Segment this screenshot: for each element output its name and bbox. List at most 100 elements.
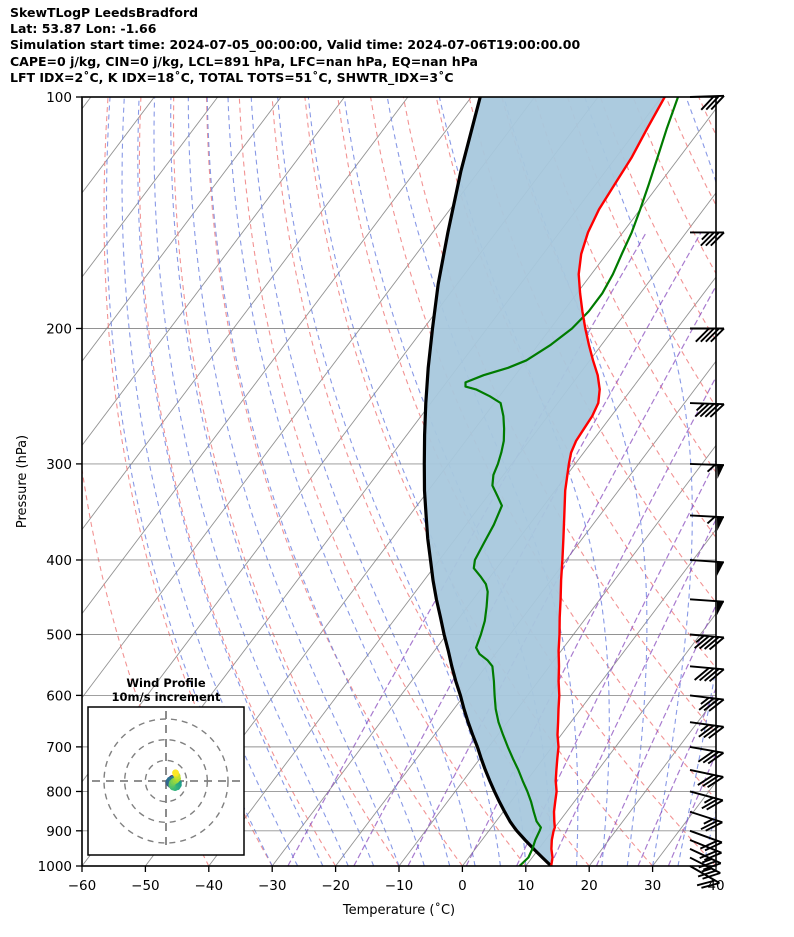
barb-tick xyxy=(700,819,719,831)
x-axis-label: Temperature (˚C) xyxy=(342,902,455,918)
barb-tick xyxy=(697,869,717,878)
temperature-tick-label: −60 xyxy=(68,878,97,894)
moist-adiabat-line xyxy=(503,97,648,866)
temperature-tick-label: −40 xyxy=(195,878,224,894)
dry-adiabat-line xyxy=(337,97,716,866)
wind-profile-inset xyxy=(87,706,245,856)
wind-barb xyxy=(689,721,725,739)
isotherm-line xyxy=(779,97,794,866)
barb-tick xyxy=(709,403,725,418)
wind-barb xyxy=(689,598,724,616)
pressure-tick-label: 600 xyxy=(46,688,72,704)
isotherm-line xyxy=(82,97,282,362)
barb-tick xyxy=(698,724,715,738)
isotherm-line xyxy=(82,97,345,447)
barb-tick xyxy=(703,818,714,825)
barb-pennant xyxy=(716,464,724,479)
isotherm-line xyxy=(82,97,219,278)
dry-adiabat-line xyxy=(732,97,794,866)
moist-adiabat-line xyxy=(121,97,299,866)
pressure-tick-label: 200 xyxy=(46,321,72,337)
barb-tick xyxy=(710,327,725,343)
barb-tick xyxy=(694,667,710,681)
dry-adiabat-line xyxy=(304,97,654,866)
pressure-tick-label: 300 xyxy=(46,457,72,473)
barb-tick xyxy=(700,724,710,732)
dry-adiabat-line xyxy=(238,97,527,866)
dry-adiabat-line xyxy=(764,97,794,866)
moist-adiabat-line xyxy=(170,97,375,866)
mixing-ratio-line xyxy=(595,604,716,866)
barb-pennant xyxy=(716,601,724,616)
wind-profile-inset-title: Wind Profile 10m/s increment xyxy=(74,676,258,704)
isotherm-line xyxy=(82,97,536,699)
moist-adiabat-line xyxy=(277,97,501,866)
moist-adiabat-line xyxy=(137,97,324,866)
wind-barb xyxy=(689,462,725,479)
barb-tick xyxy=(697,774,714,786)
dry-adiabat-line xyxy=(82,465,210,866)
profile-lines-group xyxy=(422,97,680,866)
temperature-tick-label: 40 xyxy=(707,878,724,894)
temperature-tick-label: 0 xyxy=(458,878,467,894)
wind-barb xyxy=(689,559,724,576)
barb-tick xyxy=(703,851,722,861)
temperature-tick-label: −10 xyxy=(385,878,414,894)
barb-tick xyxy=(701,882,720,889)
isotherm-line xyxy=(525,612,716,866)
header-times: Simulation start time: 2024-07-05_00:00:… xyxy=(10,37,581,53)
barb-shaft xyxy=(689,514,725,519)
temperature-profile-line xyxy=(550,97,666,866)
mixing-ratio-line xyxy=(549,518,716,866)
figure-header: SkewTLogP LeedsBradford Lat: 53.87 Lon: … xyxy=(10,5,580,86)
moist-adiabat-line xyxy=(153,97,349,866)
hodograph-ring xyxy=(144,759,188,803)
barb-tick xyxy=(697,750,715,763)
dry-adiabat-line xyxy=(138,97,337,866)
barb-tick xyxy=(701,858,713,864)
barb-tick xyxy=(706,799,724,811)
header-indices-lift: LFT IDX=2˚C, K IDX=18˚C, TOTAL TOTS=51˚C… xyxy=(10,69,454,85)
barb-tick xyxy=(702,872,721,880)
barb-tick xyxy=(706,464,716,473)
dewpoint-profile-line xyxy=(464,97,680,866)
moist-adiabat-line xyxy=(105,97,273,866)
mixing-ratio-line xyxy=(637,687,716,866)
moist-adiabat-line xyxy=(754,97,794,866)
dry-adiabat-line xyxy=(534,97,716,474)
isotherm-line xyxy=(82,97,409,531)
barb-tick xyxy=(699,403,715,418)
barb-tick xyxy=(710,231,725,247)
pressure-tick-label: 100 xyxy=(46,90,72,106)
isotherm-line xyxy=(715,865,716,866)
isotherm-line xyxy=(588,696,716,866)
pressure-tick-label: 700 xyxy=(46,740,72,756)
moist-adiabat-line xyxy=(250,97,476,866)
y-axis-label: Pressure (hPa) xyxy=(15,435,30,528)
pressure-tick-label: 900 xyxy=(46,824,72,840)
barb-tick xyxy=(695,402,705,412)
temperature-tick-label: 30 xyxy=(644,878,661,894)
barb-tick xyxy=(701,867,712,873)
mixing-ratio-line xyxy=(353,232,702,866)
mixing-ratio-line xyxy=(667,752,716,866)
dry-adiabat-line xyxy=(271,97,590,866)
moist-adiabat-line xyxy=(227,97,451,866)
parcel-profile-line xyxy=(422,97,553,866)
barb-tick xyxy=(700,327,715,343)
temperature-tick-label: −20 xyxy=(321,878,350,894)
moist-adiabat-line xyxy=(187,97,400,866)
barb-tick xyxy=(705,821,723,832)
moist-adiabat-line xyxy=(206,97,425,866)
wind-barb xyxy=(689,514,725,531)
header-location: Lat: 53.87 Lon: -1.66 xyxy=(10,21,157,37)
pressure-tick-label: 1000 xyxy=(38,859,72,875)
barb-tick xyxy=(705,95,720,111)
temperature-tick-label: −30 xyxy=(258,878,287,894)
wind-barb xyxy=(689,768,724,788)
barb-tick xyxy=(704,841,723,852)
wind-profile-label: Wind Profile xyxy=(126,676,206,690)
